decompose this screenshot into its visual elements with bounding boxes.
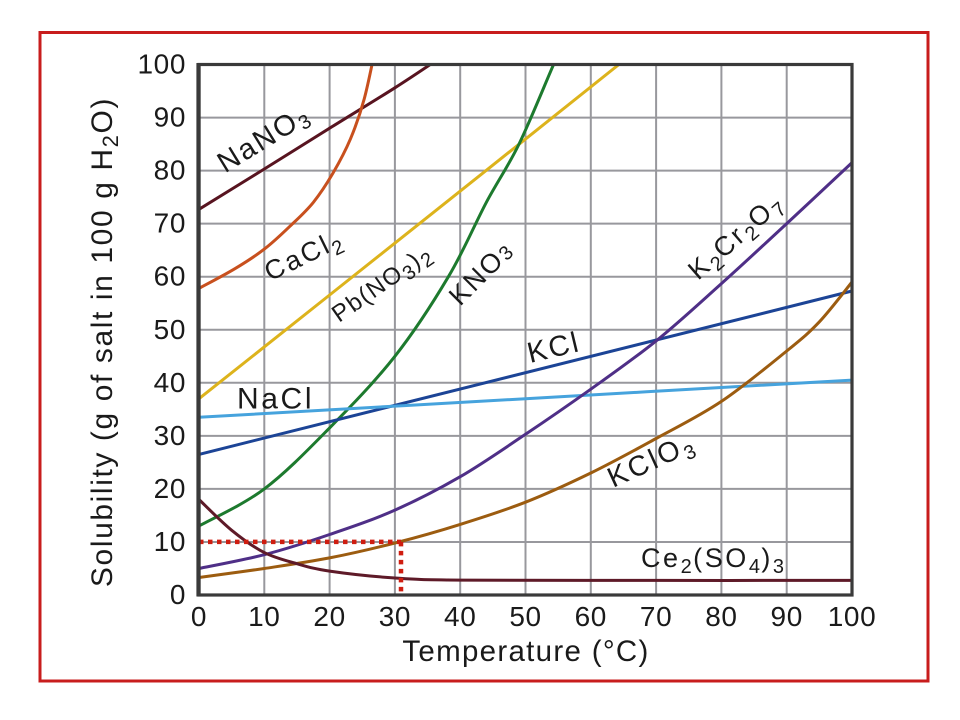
svg-text:100: 100 (828, 601, 877, 632)
svg-text:60: 60 (154, 261, 186, 292)
svg-text:30: 30 (379, 601, 411, 632)
svg-text:0: 0 (170, 579, 186, 610)
svg-text:40: 40 (154, 367, 186, 398)
svg-text:60: 60 (575, 601, 607, 632)
svg-text:70: 70 (154, 208, 186, 239)
svg-text:70: 70 (640, 601, 672, 632)
svg-text:NaCl: NaCl (237, 383, 314, 416)
svg-text:Solubility (g of salt in 100 g: Solubility (g of salt in 100 g H2O) (86, 97, 123, 587)
svg-text:50: 50 (509, 601, 541, 632)
svg-text:40: 40 (444, 601, 476, 632)
svg-text:20: 20 (154, 473, 186, 504)
svg-text:Ce2(SO4)3: Ce2(SO4)3 (641, 543, 785, 578)
svg-text:0: 0 (191, 601, 207, 632)
svg-text:Temperature (°C): Temperature (°C) (402, 635, 649, 668)
svg-text:10: 10 (154, 526, 186, 557)
svg-text:20: 20 (313, 601, 345, 632)
svg-text:100: 100 (137, 49, 186, 80)
svg-text:90: 90 (771, 601, 803, 632)
svg-text:30: 30 (154, 420, 186, 451)
svg-text:10: 10 (248, 601, 280, 632)
svg-text:90: 90 (154, 102, 186, 133)
svg-text:80: 80 (154, 155, 186, 186)
svg-text:80: 80 (705, 601, 737, 632)
svg-text:50: 50 (154, 314, 186, 345)
